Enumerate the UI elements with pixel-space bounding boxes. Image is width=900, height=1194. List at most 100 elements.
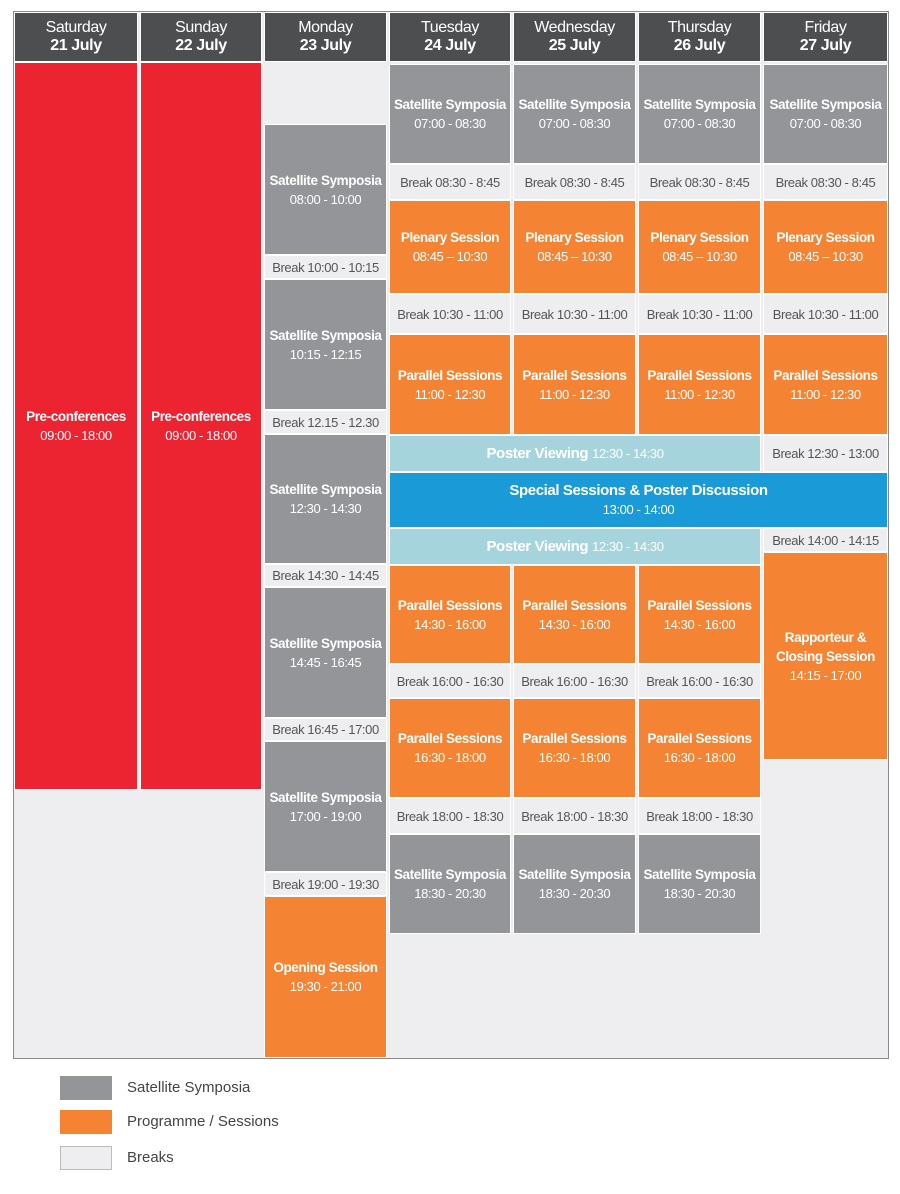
- block-time: 18:30 - 20:30: [538, 886, 611, 901]
- block-title: Break 14:30 - 14:45: [272, 568, 379, 583]
- session-block: Satellite Symposia 14:45 - 16:45: [264, 587, 387, 718]
- block-title: Break 18:00 - 18:30: [396, 808, 504, 824]
- day-date: 23 July: [299, 37, 352, 54]
- session-block: Special Sessions & Poster Discussion 13:0…: [389, 472, 888, 528]
- day-name: Wednesday: [534, 19, 615, 36]
- block-time: 11:00 - 12:30: [539, 386, 610, 402]
- block-title: Parallel Sessions: [647, 731, 752, 746]
- session-block: Satellite Symposia 07:00 - 08:30: [389, 64, 511, 164]
- block-time: 18:30 - 20:30: [414, 886, 486, 901]
- session-block: Satellite Symposia 18:30 - 20:30: [389, 834, 511, 934]
- session-block: Parallel Sessions 14:30 - 16:00: [513, 565, 636, 664]
- session-block: Plenary Session 08:45 – 10:30: [389, 200, 511, 294]
- session-block: Satellite Symposia 12:30 - 14:30: [264, 434, 387, 564]
- block-title: Satellite Symposia: [518, 97, 631, 112]
- session-block: Parallel Sessions 14:30 - 16:00: [638, 565, 761, 664]
- block-time: 16:30 - 18:00: [663, 750, 736, 765]
- block-title: Parallel Sessions: [773, 367, 878, 383]
- block-title: Break 08:30 - 8:45: [524, 174, 625, 190]
- day-header: Thursday 26 July: [638, 12, 761, 62]
- break-cell: Break 18:00 - 18:30: [389, 798, 511, 834]
- day-name: Sunday: [175, 19, 227, 36]
- block-time: 17:00 - 19:00: [289, 808, 362, 824]
- block-time: 12:30 - 14:30: [592, 446, 664, 461]
- session-block: Satellite Symposia 07:00 - 08:30: [763, 64, 888, 164]
- break-cell: Break 10:30 - 11:00: [763, 294, 888, 334]
- block-time: 14:30 - 16:00: [663, 616, 736, 632]
- break-cell: Break 08:30 - 8:45: [513, 164, 636, 200]
- break-cell: Break 08:30 - 8:45: [638, 164, 761, 200]
- block-title: Break 16:00 - 16:30: [396, 673, 504, 689]
- block-title: Satellite Symposia: [393, 867, 507, 882]
- block-title: Parallel Sessions: [647, 597, 752, 613]
- block-title: Satellite Symposia: [769, 97, 882, 112]
- session-block: Satellite Symposia 18:30 - 20:30: [638, 834, 761, 934]
- block-title: Break 10:30 - 11:00: [397, 306, 503, 322]
- session-block: Satellite Symposia 07:00 - 08:30: [638, 64, 761, 164]
- block-title: Satellite Symposia: [393, 97, 507, 112]
- block-time: 13:00 - 14:00: [602, 502, 675, 517]
- day-name: Thursday: [667, 19, 732, 36]
- block-title: Satellite Symposia: [643, 867, 756, 882]
- break-cell: Break 16:45 - 17:00: [264, 718, 387, 741]
- session-block: Parallel Sessions 11:00 - 12:30: [638, 334, 761, 435]
- session-block: Parallel Sessions 11:00 - 12:30: [763, 334, 888, 435]
- block-time: 16:30 - 18:00: [538, 750, 611, 765]
- session-block: Parallel Sessions 11:00 - 12:30: [513, 334, 636, 435]
- block-title: Plenary Session: [525, 230, 624, 245]
- break-cell: Break 12:30 - 13:00: [763, 435, 888, 472]
- block-time: 07:00 - 08:30: [789, 116, 862, 131]
- block-title: Plenary Session: [650, 230, 749, 245]
- session-block: Pre-conferences 09:00 - 18:00: [140, 62, 262, 790]
- block-title: Parallel Sessions: [522, 367, 627, 383]
- block-title: Rapporteur & Closing Session: [775, 629, 876, 664]
- block-title: Parallel Sessions: [647, 367, 752, 383]
- block-title: Break 10:00 - 10:15: [272, 259, 379, 275]
- block-title: Opening Session: [273, 960, 378, 975]
- block-time: 08:00 - 10:00: [289, 191, 362, 207]
- block-time: 11:00 - 12:30: [414, 386, 486, 402]
- block-title: Parallel Sessions: [397, 367, 503, 383]
- day-header: Saturday 21 July: [14, 12, 138, 62]
- block-time: 19:30 - 21:00: [289, 979, 362, 994]
- session-block: Satellite Symposia 18:30 - 20:30: [513, 834, 636, 934]
- session-block: Pre-conferences 09:00 - 18:00: [14, 62, 138, 790]
- block-title: Satellite Symposia: [518, 867, 631, 882]
- legend-swatch: [60, 1076, 112, 1100]
- block-time: 12:30 - 14:30: [289, 501, 362, 516]
- break-cell: Break 18:00 - 18:30: [513, 798, 636, 834]
- day-header: Wednesday 25 July: [513, 12, 636, 62]
- block-title: Break 10:30 - 11:00: [772, 306, 879, 322]
- block-time: 09:00 - 18:00: [40, 428, 112, 443]
- block-time: 09:00 - 18:00: [165, 428, 237, 443]
- block-title: Satellite Symposia: [643, 97, 756, 112]
- break-cell: Break 10:30 - 11:00: [389, 294, 511, 334]
- block-title: Break 16:00 - 16:30: [646, 673, 753, 689]
- break-cell: Break 10:00 - 10:15: [264, 255, 387, 279]
- block-title: Parallel Sessions: [397, 731, 503, 746]
- block-title: Plenary Session: [400, 230, 500, 245]
- session-block: Satellite Symposia 08:00 - 10:00: [264, 124, 387, 255]
- block-time: 14:30 - 16:00: [538, 616, 611, 632]
- session-block: Satellite Symposia 10:15 - 12:15: [264, 279, 387, 410]
- block-title: Break 14:00 - 14:15: [772, 532, 879, 548]
- block-time: 08:45 – 10:30: [788, 249, 863, 264]
- session-block: Poster Viewing 12:30 - 14:30: [389, 435, 761, 472]
- break-cell: Break 08:30 - 8:45: [389, 164, 511, 200]
- session-block: Rapporteur & Closing Session 14:15 - 17:0…: [763, 552, 888, 760]
- block-title: Pre-conferences: [26, 409, 126, 424]
- break-cell: Break 16:00 - 16:30: [513, 664, 636, 698]
- session-block: Parallel Sessions 11:00 - 12:30: [389, 334, 511, 435]
- legend-swatch: [60, 1146, 112, 1170]
- break-cell: Break 10:30 - 11:00: [513, 294, 636, 334]
- block-title: Break 18:00 - 18:30: [521, 808, 628, 824]
- day-header: Friday 27 July: [763, 12, 888, 62]
- day-header: Sunday 22 July: [140, 12, 262, 62]
- break-cell: Break 14:30 - 14:45: [264, 564, 387, 587]
- block-title: Break 18:00 - 18:30: [646, 808, 753, 824]
- legend-label: Breaks: [127, 1149, 174, 1166]
- session-block: Plenary Session 08:45 – 10:30: [513, 200, 636, 294]
- block-title: Break 16:00 - 16:30: [521, 673, 628, 689]
- block-title: Satellite Symposia: [269, 327, 382, 343]
- block-title: Satellite Symposia: [269, 789, 382, 805]
